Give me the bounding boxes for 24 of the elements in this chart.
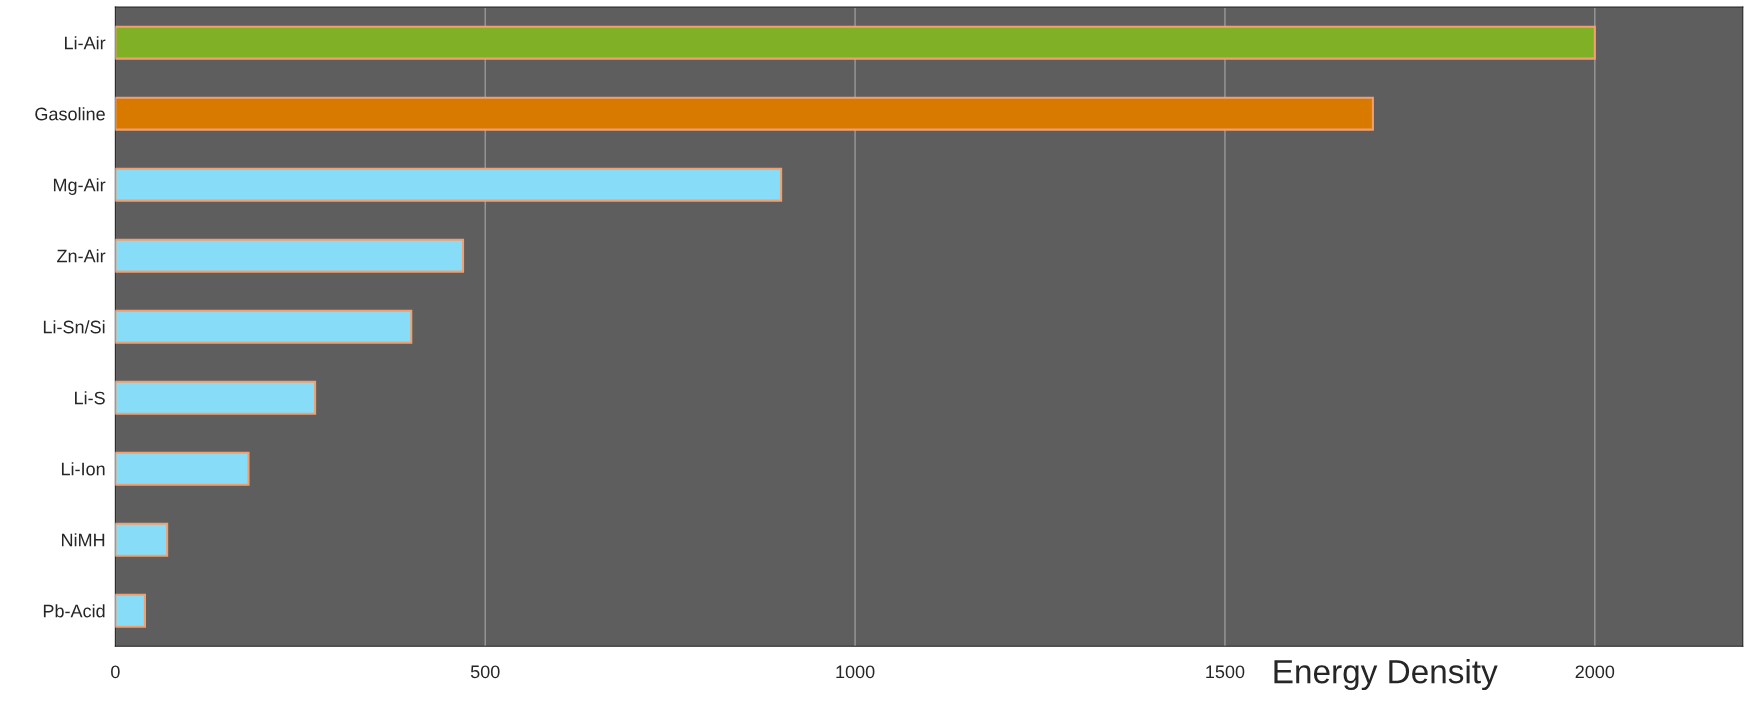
bar [115,309,413,344]
y-tick-label: Pb-Acid [43,604,105,618]
x-tick-label: 500 [470,665,500,679]
bar [115,238,465,273]
bar [115,380,317,415]
bar [115,167,783,202]
bar [115,522,169,557]
bar [115,25,1596,60]
x-tick-label: 2000 [1575,665,1615,679]
x-tick-label: 1500 [1206,665,1245,679]
x-axis-title: Energy Density [1274,658,1498,691]
y-tick-label: Mg-Air [53,178,106,195]
x-tick-label: 0 [111,665,120,679]
y-tick-label: Li-S [75,391,105,405]
y-tick-label: Zn-Air [57,249,106,263]
bar [115,96,1374,131]
bar [115,451,250,486]
y-tick-label: NiMH [62,533,105,547]
y-tick-label: Li-Air [65,36,106,50]
y-tick-label: Gasoline [35,107,105,121]
y-tick-label: Li-Sn/Si [43,320,105,334]
x-tick-label: 1000 [836,665,875,679]
bar [115,593,146,628]
y-tick-label: Li-Ion [61,462,105,476]
